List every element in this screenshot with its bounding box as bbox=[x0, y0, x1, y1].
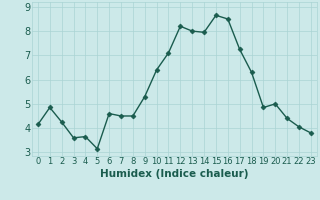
X-axis label: Humidex (Indice chaleur): Humidex (Indice chaleur) bbox=[100, 169, 249, 179]
